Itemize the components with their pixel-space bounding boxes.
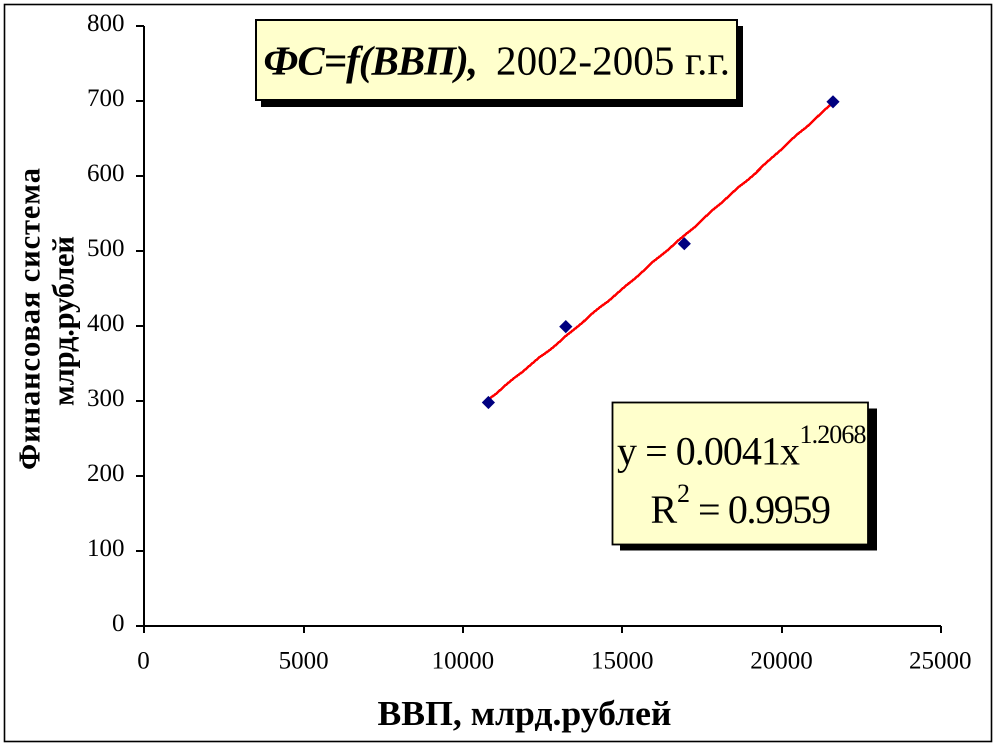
svg-text:200: 200 <box>87 460 125 487</box>
svg-text:10000: 10000 <box>432 648 495 675</box>
svg-text:600: 600 <box>87 160 125 187</box>
svg-text:= 0.9959: = 0.9959 <box>698 487 831 532</box>
svg-text:ФС=f(ВВП),: ФС=f(ВВП), <box>264 38 479 84</box>
svg-text:0: 0 <box>137 648 150 675</box>
svg-text:300: 300 <box>87 385 125 412</box>
svg-text:R: R <box>651 487 678 532</box>
svg-text:ВВП, млрд.рублей: ВВП, млрд.рублей <box>378 694 672 733</box>
svg-text:5000: 5000 <box>279 648 329 675</box>
svg-text:20000: 20000 <box>750 648 813 675</box>
svg-text:800: 800 <box>87 10 125 37</box>
svg-text:млрд.рублей: млрд.рублей <box>47 236 81 406</box>
svg-text:y = 0.0041x: y = 0.0041x <box>617 429 800 474</box>
svg-text:0: 0 <box>112 610 125 637</box>
svg-text:2002-2005 г.г.: 2002-2005 г.г. <box>496 38 730 84</box>
svg-text:1.2068: 1.2068 <box>800 420 867 449</box>
svg-text:400: 400 <box>87 310 125 337</box>
svg-text:Финансовая система: Финансовая система <box>13 168 47 470</box>
svg-text:500: 500 <box>87 235 125 262</box>
svg-text:25000: 25000 <box>909 648 972 675</box>
svg-text:700: 700 <box>87 85 125 112</box>
svg-text:100: 100 <box>87 535 125 562</box>
svg-text:2: 2 <box>677 479 690 508</box>
svg-text:15000: 15000 <box>591 648 654 675</box>
